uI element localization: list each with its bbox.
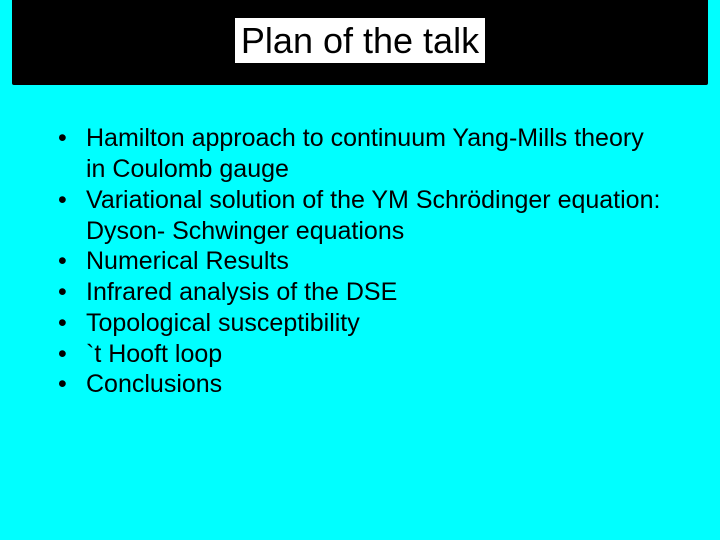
bullet-item: `t Hooft loop xyxy=(56,339,664,370)
bullet-item: Infrared analysis of the DSE xyxy=(56,277,664,308)
slide-title: Plan of the talk xyxy=(235,18,485,63)
bullet-item: Conclusions xyxy=(56,369,664,400)
bullet-item: Topological susceptibility xyxy=(56,308,664,339)
bullet-item: Variational solution of the YM Schröding… xyxy=(56,185,664,247)
bullet-item: Numerical Results xyxy=(56,246,664,277)
bullet-list: Hamilton approach to continuum Yang-Mill… xyxy=(56,123,664,400)
slide: Plan of the talk Hamilton approach to co… xyxy=(0,0,720,540)
title-bar: Plan of the talk xyxy=(12,0,708,85)
bullet-item: Hamilton approach to continuum Yang-Mill… xyxy=(56,123,664,185)
slide-body: Hamilton approach to continuum Yang-Mill… xyxy=(0,85,720,400)
